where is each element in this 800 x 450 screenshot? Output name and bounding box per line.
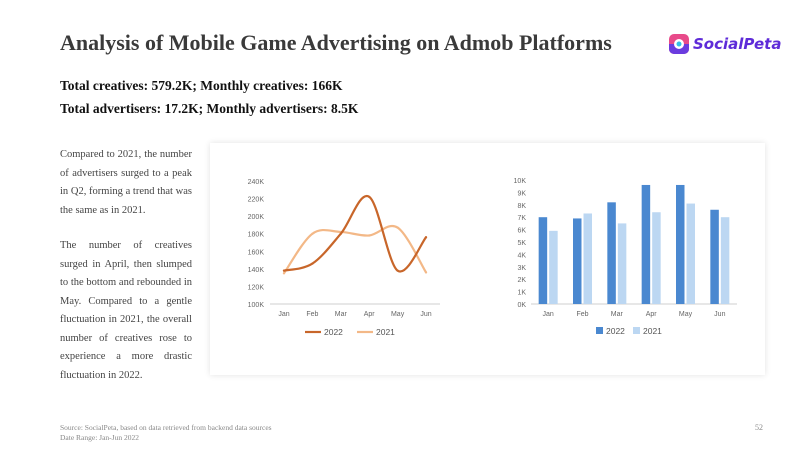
data-point-2022 [396, 269, 399, 272]
x-tick-label: Feb [306, 311, 318, 318]
y-tick-label: 3K [517, 265, 526, 272]
y-tick-label: 10K [514, 178, 527, 185]
legend-label-2022: 2022 [324, 327, 343, 337]
legend-swatch-2021 [633, 327, 640, 334]
bar-2022-Jan [538, 217, 548, 304]
data-point-2021 [396, 226, 399, 229]
data-point-2022 [424, 236, 428, 239]
bar-2021-Feb [583, 213, 592, 304]
charts-panel [210, 143, 765, 375]
y-tick-label: 4K [517, 252, 526, 259]
y-tick-label: 2K [517, 277, 526, 284]
y-tick-label: 1K [517, 290, 526, 297]
x-tick-label: May [391, 311, 405, 318]
logo-text: SocialPeta [693, 35, 782, 53]
series-line-2021 [282, 225, 428, 275]
advertisers-bar-chart: 0K 1K 2K 3K 4K 5K 6K 7K 8K 9K 10K Jan Feb Mar Apr May Ju… [514, 178, 737, 336]
advertisers-stat: Total advertisers: 17.2K; Monthly advert… [60, 101, 359, 116]
x-tick-label: Jun [420, 311, 431, 318]
page-title: Analysis of Mobile Game Advertising on A… [60, 30, 612, 55]
y-tick-label: 240K [248, 179, 265, 186]
data-point-2022 [282, 269, 286, 272]
brand-logo: SocialPeta [668, 33, 781, 55]
y-tick-label: 200K [248, 214, 265, 221]
x-tick-label: Feb [576, 311, 588, 318]
bar-2022-May [676, 184, 685, 304]
y-tick-label: 5K [517, 240, 526, 247]
data-point-2021 [368, 234, 371, 237]
y-tick-label: 7K [517, 215, 526, 222]
y-tick-label: 120K [248, 284, 265, 291]
x-tick-label: Apr [364, 311, 376, 318]
logo-icon [669, 34, 689, 54]
bar-2022-Apr [641, 184, 651, 304]
data-point-2022 [339, 232, 342, 235]
x-tick-label: Mar [335, 311, 348, 318]
creatives-line-chart: 100K 120K 140K 160K 180K 200K 220K 240K Jan Feb Ma… [248, 179, 440, 337]
bar-2022-Mar [607, 202, 616, 304]
data-point-2021 [424, 271, 428, 274]
x-tick-label: Jan [278, 311, 289, 318]
legend-label-2022: 2022 [606, 326, 625, 336]
x-tick-label: Apr [646, 311, 658, 318]
bar-2021-Mar [617, 223, 627, 304]
bar-2021-Apr [652, 212, 661, 304]
y-tick-label: 140K [248, 267, 265, 274]
x-tick-label: May [679, 311, 693, 318]
data-point-2021 [311, 232, 314, 235]
y-tick-label: 160K [248, 249, 265, 256]
x-tick-label: Jun [714, 311, 725, 318]
creatives-stat: Total creatives: 579.2K; Monthly creativ… [60, 78, 343, 93]
source-note: Source: SocialPeta, based on data retrie… [60, 423, 272, 432]
bar-2021-May [686, 203, 695, 304]
y-tick-label: 8K [517, 203, 526, 210]
y-tick-label: 180K [248, 232, 265, 239]
legend-label-2021: 2021 [643, 326, 662, 336]
x-tick-label: Jan [543, 311, 554, 318]
y-tick-label: 220K [248, 197, 265, 204]
bar-2022-Feb [573, 218, 582, 304]
bar-2021-Jan [549, 230, 558, 304]
y-tick-label: 6K [517, 228, 526, 235]
series-line-2022 [282, 195, 428, 273]
analysis-paragraph-creatives: The number of creatives surged in April,… [60, 240, 192, 381]
bar-2021-Jun [720, 217, 730, 304]
x-tick-label: Mar [611, 311, 624, 318]
y-tick-label: 100K [248, 302, 265, 309]
data-point-2022 [368, 195, 371, 198]
analysis-paragraph-advertisers: Compared to 2021, the number of advertis… [60, 149, 192, 216]
y-tick-label: 0K [517, 302, 526, 309]
date-range-note: Date Range: Jan-Jun 2022 [60, 433, 139, 442]
legend-label-2021: 2021 [376, 327, 395, 337]
y-tick-label: 9K [517, 190, 526, 197]
page-number: 52 [755, 423, 763, 432]
bar-2022-Jun [710, 209, 719, 304]
data-point-2022 [311, 262, 314, 265]
data-point-2021 [282, 272, 286, 275]
legend-swatch-2022 [596, 327, 603, 334]
